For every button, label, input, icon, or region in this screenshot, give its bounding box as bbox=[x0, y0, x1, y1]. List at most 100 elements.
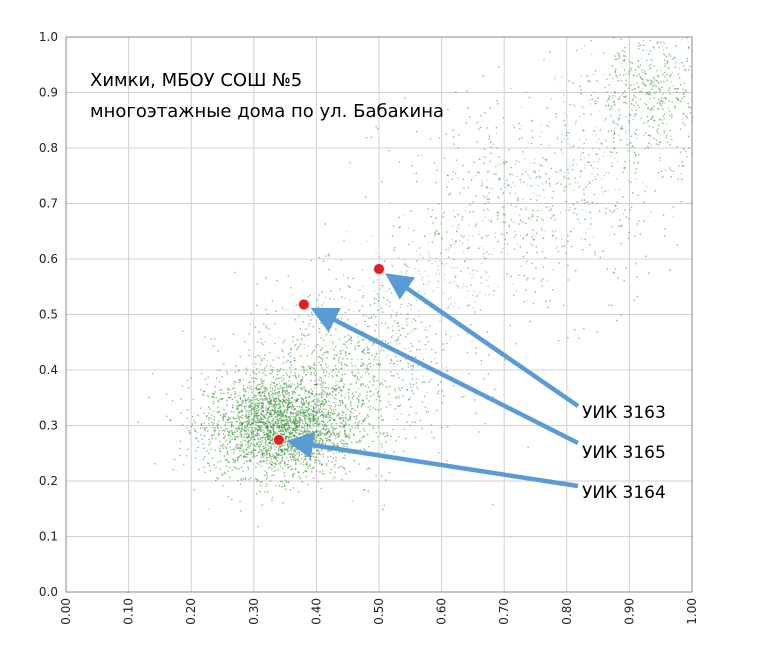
data-point bbox=[328, 430, 330, 433]
data-point bbox=[482, 220, 484, 222]
data-point bbox=[399, 360, 401, 362]
data-point bbox=[621, 66, 623, 68]
data-point bbox=[218, 432, 220, 434]
data-point bbox=[295, 304, 298, 306]
data-point bbox=[315, 373, 317, 375]
data-point bbox=[597, 161, 599, 163]
data-point bbox=[633, 94, 635, 97]
data-point bbox=[454, 216, 456, 218]
data-point bbox=[290, 411, 293, 413]
data-point bbox=[214, 391, 216, 393]
data-point bbox=[339, 401, 342, 404]
data-point bbox=[210, 421, 213, 424]
data-point bbox=[650, 145, 652, 147]
data-point bbox=[310, 409, 312, 411]
data-point bbox=[154, 463, 156, 465]
data-point bbox=[269, 441, 271, 444]
data-point bbox=[246, 441, 248, 444]
data-point bbox=[260, 338, 262, 340]
data-point bbox=[289, 434, 291, 436]
data-point bbox=[309, 458, 311, 460]
data-point bbox=[297, 458, 299, 460]
data-point bbox=[258, 383, 260, 386]
data-point bbox=[191, 423, 194, 425]
data-point bbox=[309, 463, 311, 466]
data-point bbox=[278, 370, 280, 372]
data-point bbox=[671, 71, 673, 73]
data-point bbox=[266, 451, 268, 454]
data-point bbox=[259, 445, 261, 448]
data-point bbox=[202, 427, 204, 429]
data-point bbox=[513, 236, 515, 238]
data-point bbox=[677, 87, 679, 90]
data-point bbox=[308, 323, 311, 325]
data-point bbox=[354, 348, 357, 351]
data-point bbox=[272, 393, 274, 395]
data-point bbox=[199, 427, 202, 429]
data-point bbox=[627, 129, 629, 131]
data-point bbox=[641, 69, 643, 71]
data-point bbox=[274, 470, 276, 472]
data-point bbox=[287, 353, 290, 356]
data-point bbox=[373, 290, 375, 292]
data-point bbox=[214, 430, 216, 433]
data-point bbox=[661, 120, 663, 122]
data-point bbox=[269, 405, 271, 407]
data-point bbox=[224, 413, 226, 415]
data-point bbox=[618, 189, 621, 191]
data-point bbox=[225, 459, 227, 461]
data-point bbox=[315, 456, 317, 458]
data-point bbox=[300, 397, 302, 399]
data-point bbox=[279, 454, 281, 456]
data-point bbox=[279, 368, 282, 370]
data-point bbox=[299, 477, 302, 480]
data-point bbox=[348, 389, 350, 391]
data-point bbox=[294, 468, 297, 471]
data-point bbox=[647, 134, 650, 136]
data-point bbox=[636, 104, 639, 107]
data-point bbox=[350, 401, 352, 403]
data-point bbox=[389, 371, 392, 373]
data-point bbox=[269, 396, 271, 399]
data-point bbox=[284, 415, 286, 418]
data-point bbox=[325, 393, 327, 395]
data-point bbox=[265, 478, 268, 481]
data-point bbox=[334, 471, 337, 473]
data-point bbox=[645, 85, 647, 87]
data-point bbox=[301, 403, 303, 405]
data-point bbox=[618, 98, 620, 101]
data-point bbox=[227, 495, 229, 498]
data-point bbox=[221, 397, 224, 400]
data-point bbox=[236, 443, 239, 446]
data-point bbox=[251, 436, 253, 439]
data-point bbox=[520, 181, 522, 184]
data-point bbox=[620, 314, 622, 316]
data-point bbox=[552, 269, 554, 271]
data-point bbox=[679, 128, 682, 130]
data-point bbox=[256, 409, 258, 412]
data-point bbox=[435, 217, 437, 219]
data-point bbox=[231, 469, 234, 471]
data-point bbox=[683, 148, 685, 150]
data-point bbox=[368, 445, 370, 448]
data-point bbox=[522, 256, 525, 258]
data-point bbox=[269, 399, 272, 402]
data-point bbox=[385, 406, 388, 408]
data-point bbox=[242, 449, 245, 451]
data-point bbox=[676, 146, 678, 148]
data-point bbox=[249, 380, 252, 383]
data-point bbox=[645, 255, 647, 257]
data-point bbox=[574, 208, 576, 210]
data-point bbox=[634, 235, 636, 237]
data-point bbox=[255, 445, 257, 447]
data-point bbox=[574, 177, 576, 179]
data-point bbox=[535, 177, 537, 179]
data-point bbox=[340, 361, 343, 364]
data-point bbox=[194, 422, 196, 424]
data-point bbox=[325, 463, 328, 465]
data-point bbox=[597, 97, 599, 99]
data-point bbox=[290, 402, 292, 404]
data-point bbox=[268, 454, 271, 456]
data-point bbox=[274, 401, 277, 403]
data-point bbox=[342, 425, 345, 428]
